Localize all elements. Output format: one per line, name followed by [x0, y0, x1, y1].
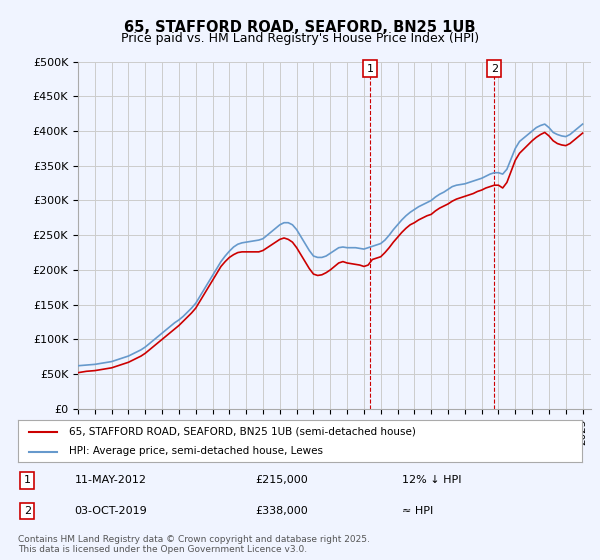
Text: 12% ↓ HPI: 12% ↓ HPI	[401, 475, 461, 485]
Text: 2: 2	[491, 63, 498, 73]
Text: £338,000: £338,000	[255, 506, 308, 516]
Text: HPI: Average price, semi-detached house, Lewes: HPI: Average price, semi-detached house,…	[69, 446, 323, 456]
Text: 1: 1	[367, 63, 373, 73]
Text: Price paid vs. HM Land Registry's House Price Index (HPI): Price paid vs. HM Land Registry's House …	[121, 32, 479, 45]
Text: 65, STAFFORD ROAD, SEAFORD, BN25 1UB (semi-detached house): 65, STAFFORD ROAD, SEAFORD, BN25 1UB (se…	[69, 427, 416, 437]
Text: ≈ HPI: ≈ HPI	[401, 506, 433, 516]
Text: 2: 2	[23, 506, 31, 516]
Text: Contains HM Land Registry data © Crown copyright and database right 2025.
This d: Contains HM Land Registry data © Crown c…	[18, 535, 370, 554]
Text: 03-OCT-2019: 03-OCT-2019	[74, 506, 147, 516]
Text: 65, STAFFORD ROAD, SEAFORD, BN25 1UB: 65, STAFFORD ROAD, SEAFORD, BN25 1UB	[124, 20, 476, 35]
Text: £215,000: £215,000	[255, 475, 308, 485]
Text: 11-MAY-2012: 11-MAY-2012	[74, 475, 146, 485]
Text: 1: 1	[23, 475, 31, 485]
